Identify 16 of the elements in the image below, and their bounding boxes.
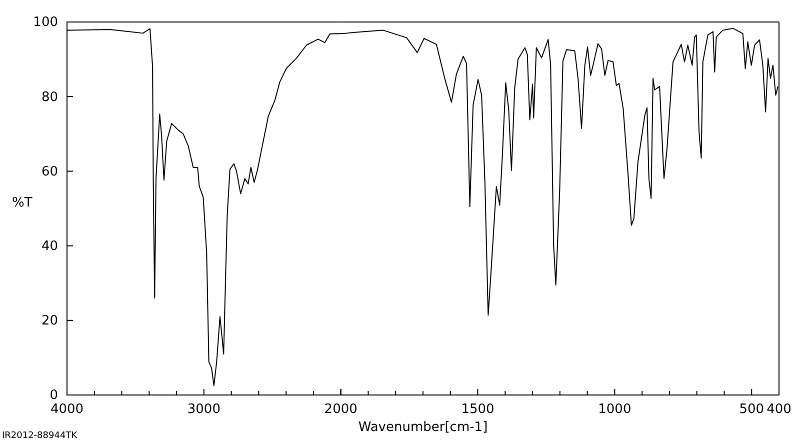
y-tick-label: 0	[50, 388, 58, 404]
x-tick-label: 1000	[598, 402, 632, 418]
y-tick-label: 40	[41, 238, 58, 254]
y-axis-title: %T	[12, 196, 32, 210]
x-tick-label: 500	[739, 402, 764, 418]
x-tick-label: 2000	[324, 402, 358, 418]
text: IR2012-88944TK	[2, 431, 78, 441]
y-tick-label: 20	[41, 314, 58, 329]
y-tick-label: 60	[41, 164, 58, 180]
x-tick-label: 400	[766, 402, 792, 418]
x-tick-label: 1500	[461, 402, 494, 418]
y-tick-label: 100	[33, 15, 58, 30]
x-axis-title: Wavenumber[cm-1]	[358, 420, 488, 435]
y-tick-label: 80	[41, 90, 58, 105]
x-tick-label: 3000	[187, 402, 220, 418]
x-tick-label: 4000	[50, 402, 84, 418]
